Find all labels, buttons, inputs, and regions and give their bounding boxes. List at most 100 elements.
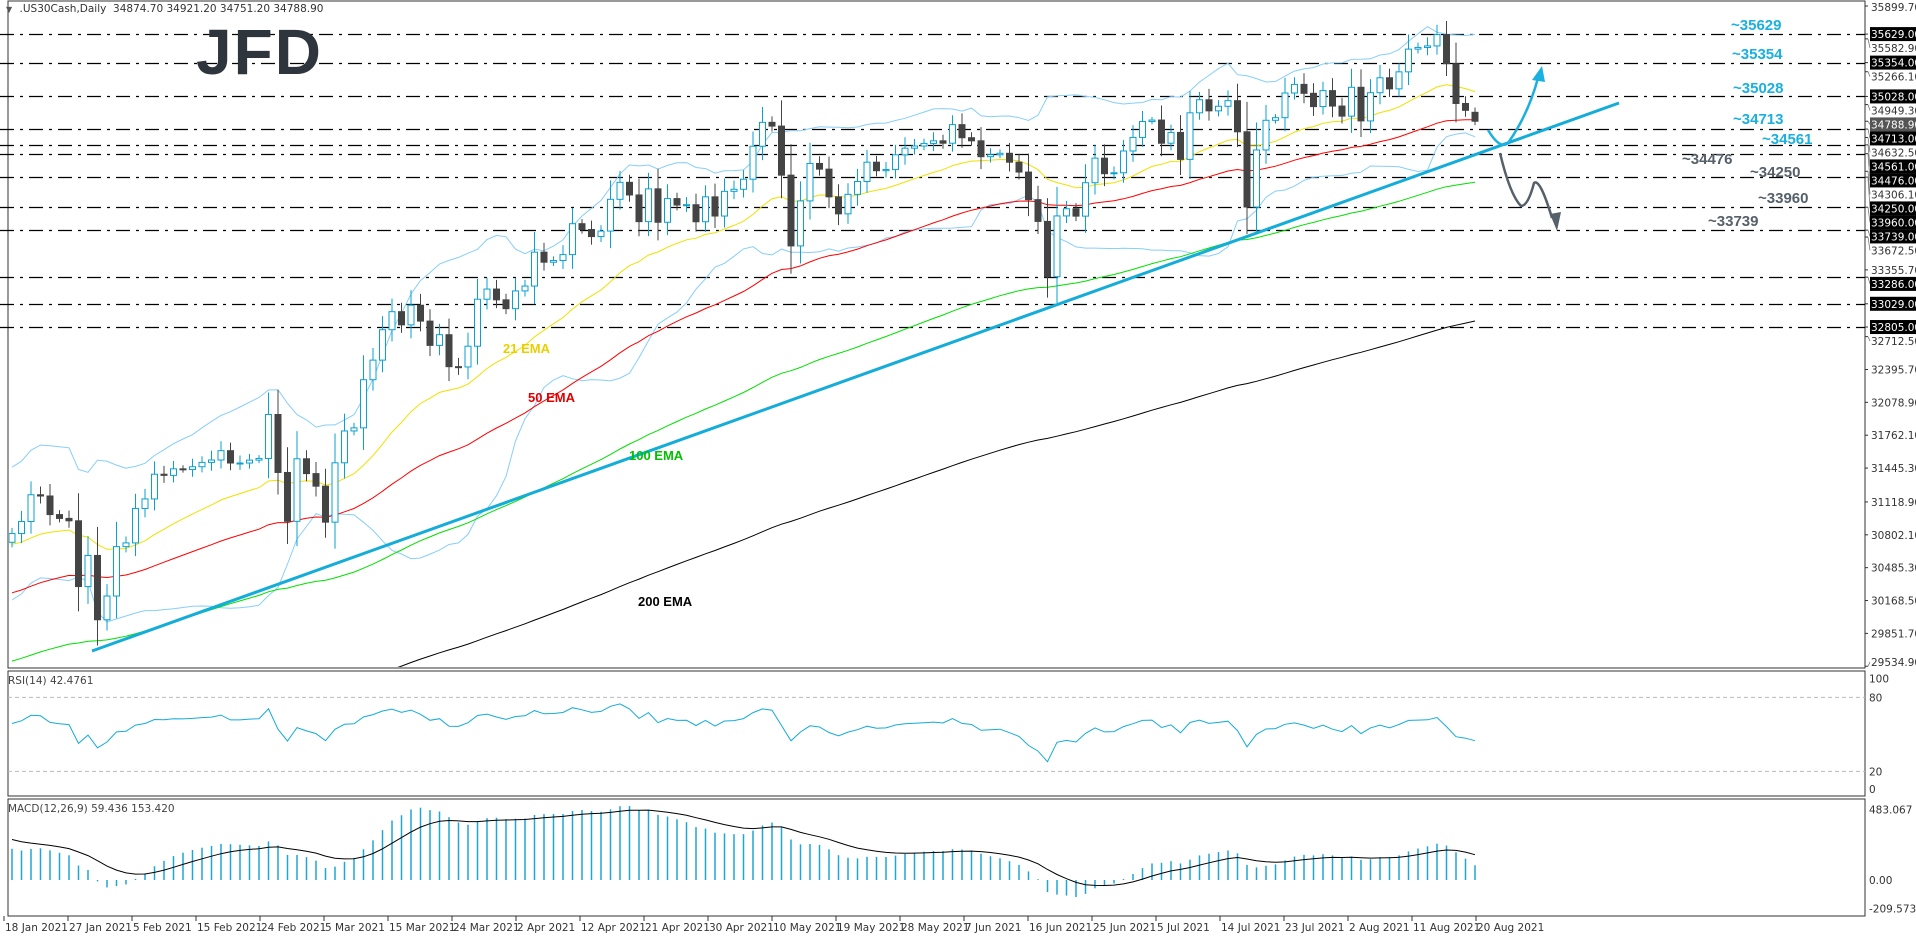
price-label-connector	[1867, 71, 1871, 77]
candle-bearish	[46, 495, 54, 516]
candle-bullish	[113, 546, 120, 597]
level-annotation-34713: ~34713	[1733, 111, 1784, 128]
candle-bullish	[1120, 150, 1127, 174]
candle-bearish	[825, 168, 833, 198]
date-tick-label: 19 May 2021	[837, 922, 905, 934]
candle-bullish	[1148, 119, 1156, 123]
candle-bearish	[1462, 102, 1469, 111]
candle-bearish	[1006, 152, 1013, 163]
level-price-text: 33960.00	[1871, 217, 1916, 229]
date-tick-label: 10 May 2021	[773, 922, 841, 934]
level-price-box	[1870, 159, 1916, 174]
candle-bearish	[654, 188, 662, 223]
candle-bullish	[1395, 71, 1403, 90]
candle-bullish	[854, 180, 861, 195]
date-tick-label: 18 Jan 2021	[5, 922, 68, 934]
candle-bearish	[968, 137, 975, 142]
main-panel-frame	[7, 0, 1866, 669]
price-tick-label: 32712.50	[1871, 336, 1916, 348]
date-tick-label: 5 Feb 2021	[133, 922, 192, 934]
price-label-connector	[1867, 144, 1871, 167]
date-tick-label: 11 Aug 2021	[1413, 922, 1480, 934]
candle-bearish	[1310, 92, 1317, 108]
candle-bullish	[388, 311, 396, 331]
dropdown-triangle-icon[interactable]: ▼	[6, 5, 13, 14]
ema100-label: 100 EMA	[629, 448, 684, 463]
candle-bullish	[103, 595, 111, 621]
candle-bearish	[455, 366, 462, 369]
price-tick-label: 30168.50	[1871, 596, 1916, 608]
candle-bearish	[179, 468, 187, 471]
candle-bearish	[1025, 171, 1032, 201]
candle-bearish	[56, 514, 63, 519]
price-tick-label: 35582.90	[1871, 43, 1916, 55]
candle-bearish	[1443, 33, 1450, 65]
candle-bullish	[217, 450, 225, 461]
candle-bearish	[1072, 208, 1080, 217]
candle-bullish	[1433, 33, 1441, 47]
level-annotation-34476: ~34476	[1682, 151, 1733, 168]
candle-bearish	[873, 161, 880, 172]
bollinger-lower-line	[11, 132, 1476, 623]
candle-bullish	[521, 285, 529, 292]
candle-bullish	[407, 304, 415, 326]
candle-bearish	[1471, 111, 1479, 122]
price-label-connector	[1867, 236, 1871, 251]
candle-bullish	[331, 462, 339, 523]
price-label-connector	[1867, 336, 1871, 342]
level-price-text: 34713.00	[1871, 133, 1916, 145]
candle-bearish	[1357, 86, 1365, 122]
candle-bearish	[284, 471, 291, 522]
candle-bullish	[341, 430, 348, 464]
ema50-line	[11, 119, 1475, 594]
price-tick-label: 32078.90	[1871, 397, 1916, 409]
candle-bullish	[198, 461, 206, 468]
rsi-line	[11, 703, 1476, 763]
date-tick-label: 20 Aug 2021	[1477, 922, 1544, 934]
rsi-tick-label: 80	[1869, 692, 1882, 704]
candle-bullish	[949, 124, 956, 144]
price-label-connector	[1867, 661, 1871, 667]
candle-bullish	[996, 152, 1004, 156]
candle-bullish	[1167, 131, 1175, 144]
candle-bullish	[607, 198, 614, 232]
level-price-text: 35629.00	[1871, 29, 1916, 41]
candle-bullish	[265, 413, 272, 459]
candle-bearish	[1044, 220, 1051, 278]
level-price-box	[1870, 131, 1916, 146]
level-price-text: 34250.00	[1871, 203, 1916, 215]
candle-bullish	[559, 254, 567, 262]
candle-bullish	[1424, 45, 1431, 48]
level-price-text: 35028.00	[1871, 91, 1916, 103]
chart-header: ▼ .US30Cash,Daily 34874.70 34921.20 3475…	[6, 3, 323, 15]
candle-bullish	[930, 140, 937, 144]
candle-bullish	[882, 169, 890, 172]
candle-bearish	[1329, 90, 1336, 107]
candle-bearish	[1234, 100, 1241, 133]
candle-bullish	[1053, 215, 1061, 278]
candle-bearish	[426, 320, 434, 346]
level-annotation-35028: ~35028	[1733, 80, 1784, 97]
price-label-connector	[1867, 153, 1871, 181]
candle-bullish	[1291, 83, 1298, 94]
candle-bullish	[797, 200, 804, 247]
candle-bearish	[588, 229, 595, 238]
macd-tick-label: 483.067	[1869, 804, 1912, 816]
price-tick-label: 31118.90	[1871, 497, 1916, 509]
price-label-connector	[1867, 277, 1871, 285]
arrowhead-up-icon	[1532, 66, 1545, 82]
candle-bullish	[920, 142, 928, 147]
candle-bullish	[844, 193, 852, 215]
candle-bearish	[1205, 99, 1213, 112]
macd-signal-line	[11, 809, 1476, 887]
date-tick-label: 30 Apr 2021	[709, 922, 774, 934]
level-annotation-35354: ~35354	[1732, 46, 1783, 63]
date-tick-label: 24 Feb 2021	[261, 922, 326, 934]
macd-tick-label: -209.573	[1869, 903, 1916, 915]
level-price-text: 34476.00	[1871, 175, 1916, 187]
candle-bearish	[493, 288, 500, 301]
candle-bullish	[246, 459, 253, 464]
candle-bullish	[1129, 136, 1137, 152]
candle-bullish	[379, 329, 386, 361]
